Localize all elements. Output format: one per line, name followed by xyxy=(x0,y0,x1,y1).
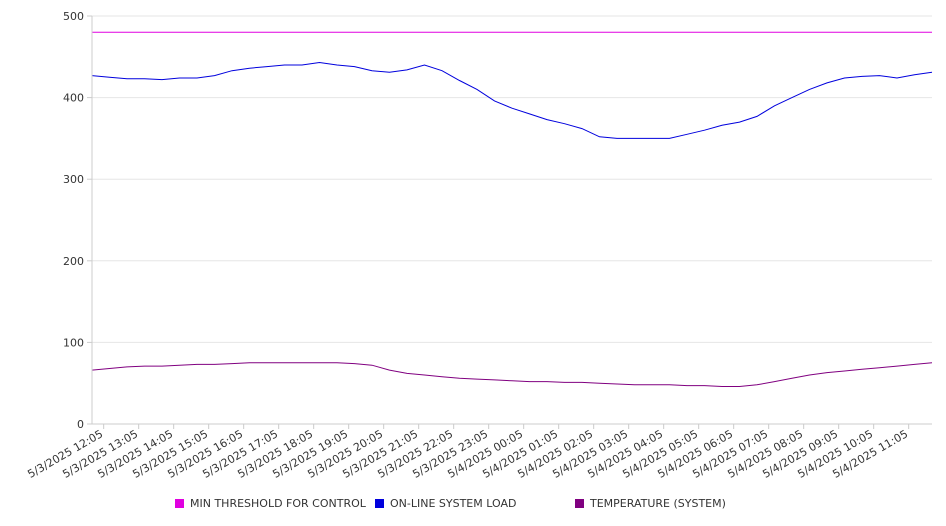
legend-item-temperature[interactable]: TEMPERATURE (SYSTEM) xyxy=(575,497,726,510)
grid-lines xyxy=(92,15,932,425)
y-tick-label: 500 xyxy=(63,10,84,23)
y-tick-label: 200 xyxy=(63,255,84,268)
series-line-1 xyxy=(91,61,933,139)
legend-swatch-min-threshold xyxy=(175,499,184,508)
legend: MIN THRESHOLD FOR CONTROL ON-LINE SYSTEM… xyxy=(0,497,946,515)
legend-label-system-load: ON-LINE SYSTEM LOAD xyxy=(390,497,517,510)
y-tick-label: 100 xyxy=(63,336,84,349)
legend-swatch-system-load xyxy=(375,499,384,508)
line-chart: 0 100 200 300 400 500 5/3/2025 12:055/3/2025 … xyxy=(25,10,933,481)
y-tick-label: 400 xyxy=(63,92,84,105)
y-tick-label: 0 xyxy=(77,418,84,431)
series-lines xyxy=(91,31,933,387)
y-tick-label: 300 xyxy=(63,173,84,186)
legend-item-min-threshold[interactable]: MIN THRESHOLD FOR CONTROL xyxy=(175,497,366,510)
y-axis-ticks: 0 100 200 300 400 500 xyxy=(63,10,92,431)
x-axis-ticks: 5/3/2025 12:055/3/2025 13:055/3/2025 14:… xyxy=(25,424,910,481)
series-line-2 xyxy=(91,362,933,387)
legend-label-temperature: TEMPERATURE (SYSTEM) xyxy=(590,497,726,510)
legend-swatch-temperature xyxy=(575,499,584,508)
legend-item-system-load[interactable]: ON-LINE SYSTEM LOAD xyxy=(375,497,516,510)
legend-label-min-threshold: MIN THRESHOLD FOR CONTROL xyxy=(190,497,366,510)
